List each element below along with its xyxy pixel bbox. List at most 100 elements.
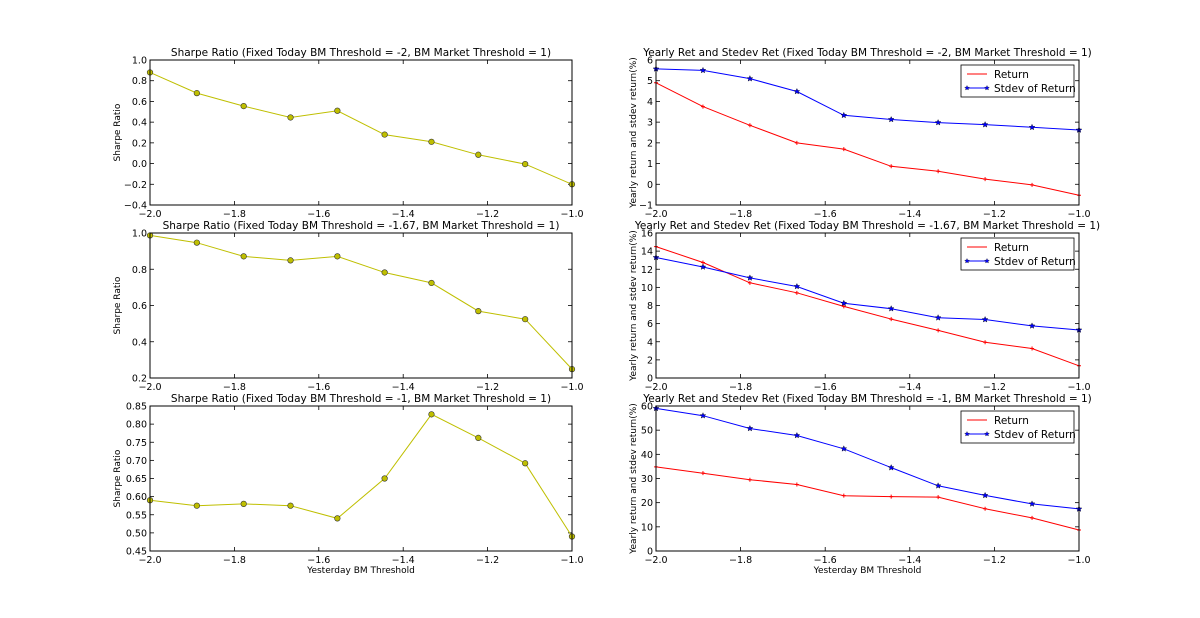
y-tick-label: 0.4 (132, 118, 147, 129)
legend-box (960, 410, 1075, 444)
data-point (475, 151, 482, 158)
data-point (475, 434, 482, 442)
data-point (747, 477, 752, 482)
data-point (934, 119, 942, 126)
legend-label: Stdev of Return (994, 256, 1076, 268)
legend-marker (964, 258, 970, 264)
x-tick-label: −1.0 (560, 555, 583, 566)
x-tick-label: −1.2 (476, 209, 499, 220)
y-tick-label: 0.85 (126, 402, 147, 413)
x-tick-label: −1.8 (223, 382, 246, 393)
subplot-5: −2.0 −1.8 −1.6 −1.4 −1.2 −1.0 0.45 0.50 0.55 0.60… (113, 393, 584, 576)
y-axis-label: Sharpe Ratio (113, 103, 123, 161)
data-point (1030, 515, 1035, 520)
legend-label: Return (994, 69, 1029, 81)
chart-title: Yearly Ret and Stedev Ret (Fixed Today B… (642, 393, 1092, 405)
y-tick-label: 0 (647, 180, 653, 191)
legend: Return Stdev of Return (960, 237, 1076, 271)
y-tick-label: 20 (641, 498, 653, 509)
data-point (240, 253, 247, 260)
legend-box (960, 64, 1075, 98)
y-tick-label: 0.60 (126, 492, 147, 503)
data-point (934, 314, 942, 321)
y-tick-label: 0.6 (132, 301, 147, 312)
data-point (287, 257, 294, 264)
y-tick-label: 0.2 (132, 374, 147, 385)
x-axis-label: Yesterday BM Threshold (813, 566, 922, 576)
data-point (981, 315, 989, 323)
series-line (149, 71, 573, 185)
y-tick-label: 2 (647, 355, 653, 366)
data-point (936, 169, 941, 174)
data-point (475, 308, 482, 315)
legend-label: Return (994, 242, 1029, 254)
legend-marker (984, 85, 990, 91)
x-tick-label: −1.4 (392, 209, 415, 220)
data-point (981, 491, 989, 499)
x-tick-label: −1.6 (307, 382, 330, 393)
x-tick-label: −1.4 (898, 555, 921, 566)
series-line (149, 413, 573, 537)
data-point (334, 253, 341, 260)
legend-box (960, 237, 1075, 271)
data-point (936, 495, 941, 500)
y-tick-label: 0.70 (126, 456, 147, 467)
series-line (655, 466, 1080, 531)
x-tick-label: −1.8 (223, 555, 246, 566)
y-tick-label: 0.45 (126, 547, 147, 558)
data-point (793, 431, 801, 439)
data-point (1028, 500, 1036, 507)
chart-title: Sharpe Ratio (Fixed Today BM Threshold =… (171, 47, 551, 59)
chart-title: Yearly Ret and Stedev Ret (Fixed Today B… (642, 47, 1092, 59)
data-point (794, 482, 799, 487)
legend-label: Stdev of Return (994, 83, 1076, 95)
data-point (334, 107, 341, 114)
y-tick-label: 5 (647, 76, 653, 87)
y-tick-label: 0 (647, 374, 653, 385)
subplot-4: −2.0 −1.8 −1.6 −1.4 −1.2 −1.0 0 2 4 6 8 10 12 14 16Yea… (629, 220, 1100, 393)
axes-frame (655, 232, 1080, 379)
x-tick-label: −1.4 (898, 209, 921, 220)
data-point (889, 164, 894, 169)
x-tick-label: −2.0 (138, 382, 161, 393)
y-axis-label: Sharpe Ratio (113, 449, 123, 507)
x-tick-label: −1.6 (814, 555, 837, 566)
x-tick-label: −1.2 (983, 209, 1006, 220)
chart-title: Yearly Ret and Stedev Ret (Fixed Today B… (634, 220, 1100, 232)
legend-marker (964, 85, 970, 91)
x-tick-label: −1.8 (729, 555, 752, 566)
data-point (841, 493, 846, 498)
x-tick-label: −1.4 (392, 382, 415, 393)
y-tick-label: −1 (639, 201, 653, 212)
data-point (522, 316, 529, 323)
x-tick-label: −1.4 (898, 382, 921, 393)
data-point (428, 411, 435, 418)
x-tick-label: −1.0 (1067, 555, 1090, 566)
data-point (746, 75, 754, 82)
data-point (793, 282, 801, 290)
data-point (287, 114, 294, 121)
data-point (887, 115, 895, 123)
y-axis-label: Yearly return and stdev return(%) (629, 57, 639, 209)
data-point (934, 482, 942, 489)
y-tick-label: 10 (641, 283, 653, 294)
data-point (193, 90, 200, 97)
data-point (240, 500, 247, 507)
subplot-2: −2.0 −1.8 −1.6 −1.4 −1.2 −1.0−10123456Yearly … (629, 47, 1092, 220)
x-tick-label: −1.6 (814, 382, 837, 393)
data-point (983, 506, 988, 511)
data-point (428, 279, 435, 287)
x-tick-label: −1.2 (983, 555, 1006, 566)
data-point (522, 160, 529, 168)
chart-title: Sharpe Ratio (Fixed Today BM Threshold =… (171, 393, 551, 405)
y-tick-label: 16 (641, 229, 653, 240)
data-point (700, 471, 705, 476)
series-line (149, 234, 573, 370)
y-tick-label: 0.6 (132, 97, 147, 108)
legend-label: Stdev of Return (994, 429, 1076, 441)
x-tick-label: −1.2 (476, 555, 499, 566)
data-point (840, 445, 848, 452)
axes-frame (655, 59, 1080, 206)
y-tick-label: 0.55 (126, 510, 147, 521)
data-point (887, 305, 895, 312)
